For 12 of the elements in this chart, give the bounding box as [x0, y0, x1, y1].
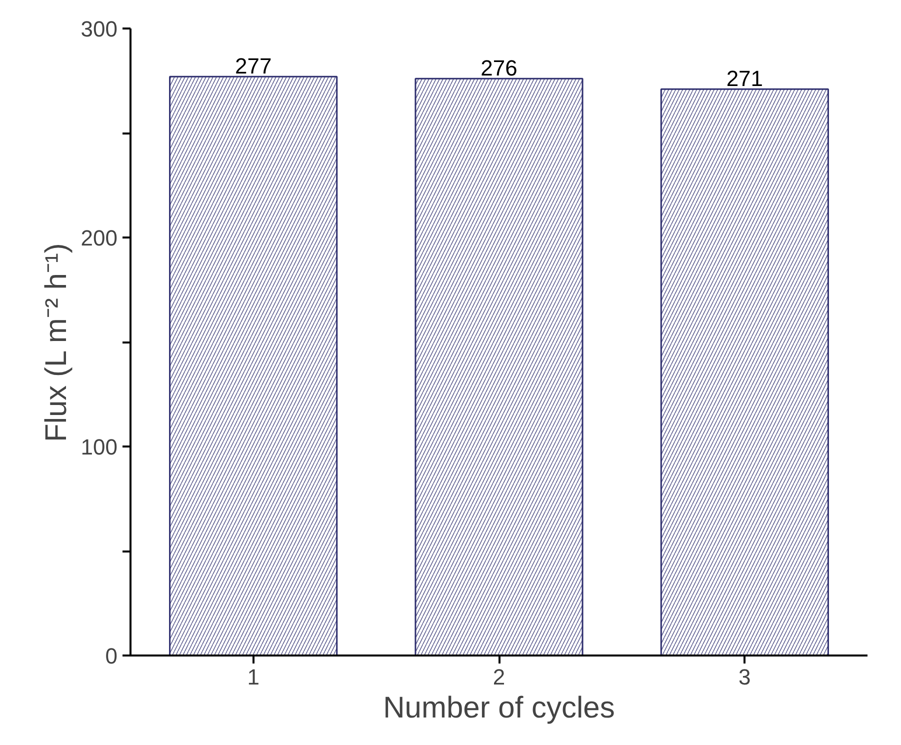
data-label: 271 — [726, 66, 764, 92]
data-label: 276 — [480, 56, 518, 81]
x-tick-label: 2 — [492, 664, 506, 690]
x-axis-title: Number of cycles — [383, 692, 615, 724]
y-tick-label: 200 — [80, 226, 118, 250]
y-tick-label: 0 — [105, 644, 118, 668]
data-label: 277 — [234, 54, 272, 79]
y-tick-label: 100 — [80, 434, 118, 460]
x-tick-label: 3 — [738, 664, 751, 690]
y-tick-label: 300 — [80, 16, 118, 42]
y-axis-title: Flux (L m⁻² h⁻¹) — [40, 243, 73, 442]
x-tick-label: 1 — [247, 664, 260, 690]
